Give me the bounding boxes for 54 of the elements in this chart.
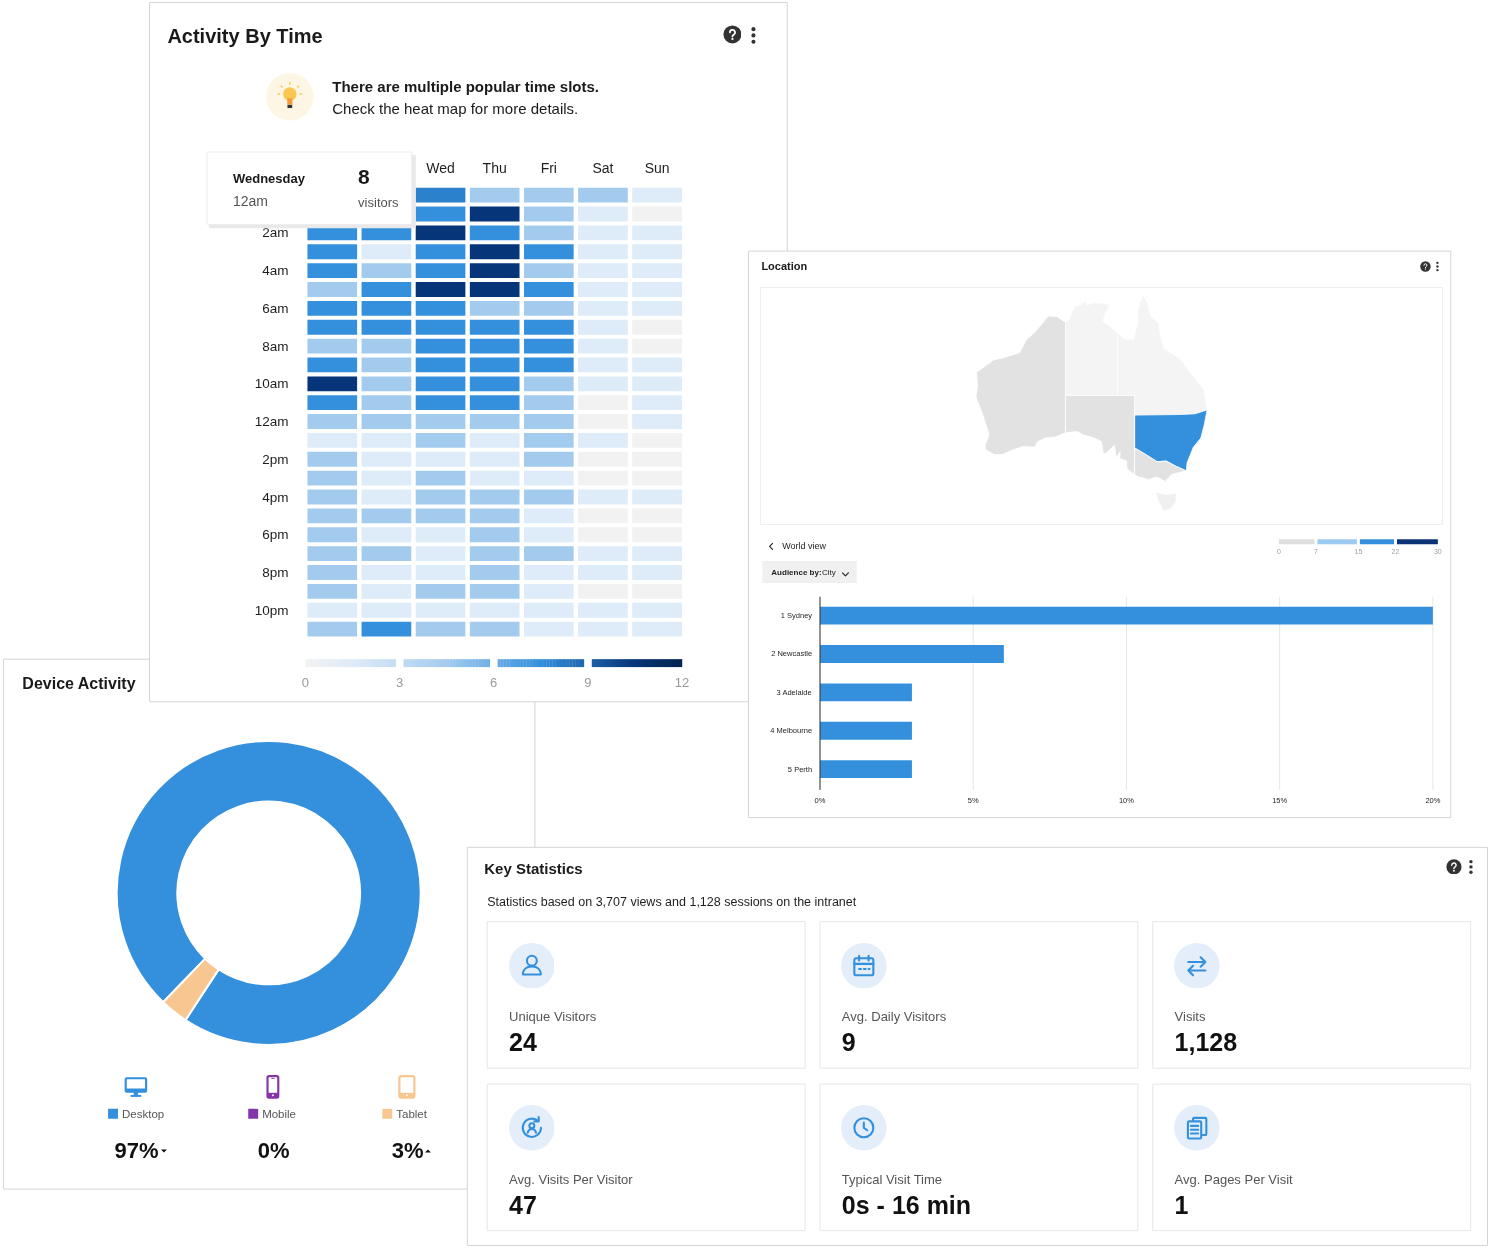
- text: Statistics based on 3,707 views and 1,128 sessions on the intranet: [487, 894, 857, 909]
- color-bar-label: 6: [490, 675, 498, 691]
- category-label: Unique Visitors: [509, 1009, 597, 1025]
- bar: [820, 606, 1433, 625]
- category-label: Avg. Pages Per Visit: [1174, 1171, 1294, 1187]
- chart-title: Activity By Time: [167, 25, 323, 48]
- x-tick-label: Sun: [644, 159, 670, 176]
- legend-label: Tablet: [396, 1107, 428, 1120]
- y-tick-label: 2am: [262, 225, 289, 241]
- category-label: Avg. Daily Visitors: [841, 1009, 947, 1025]
- text: 1: [1174, 1190, 1189, 1219]
- x-tick-label: Fri: [540, 159, 557, 176]
- y-tick-label: 10am: [254, 376, 289, 392]
- text: 0s - 16 min: [841, 1190, 972, 1219]
- y-tick-label: 8am: [262, 338, 289, 354]
- chart-title: Device Activity: [22, 675, 136, 693]
- data-label: 97%: [114, 1137, 159, 1163]
- category-label: Avg. Visits Per Visitor: [509, 1171, 634, 1187]
- y-tick-label: 12am: [254, 414, 289, 430]
- bar: [820, 760, 912, 779]
- data-label: 3%: [391, 1137, 424, 1163]
- text: Key Statistics: [484, 859, 583, 877]
- chart-title: Location: [761, 259, 808, 272]
- y-tick-label: 6am: [262, 300, 289, 316]
- bar: [820, 683, 912, 702]
- color-bar-label: 3: [395, 675, 404, 691]
- color-bar-label: 9: [584, 675, 592, 691]
- text: 47: [509, 1190, 537, 1219]
- y-tick-label: 4am: [262, 263, 289, 279]
- text: Wednesday 12am 8 visitors: [232, 164, 399, 211]
- bar: [820, 721, 912, 740]
- legend-label: Desktop: [121, 1107, 165, 1120]
- color-bar-label: 0: [301, 675, 310, 691]
- y-tick-label: 4pm: [262, 489, 289, 505]
- category-label: Visits: [1174, 1009, 1206, 1025]
- legend-label: Mobile: [262, 1107, 297, 1120]
- x-tick-label: Thu: [482, 159, 507, 176]
- category-label: Typical Visit Time: [841, 1171, 943, 1187]
- chart-subtitle: There are multiple popular time slots. Check the heat map for more details.: [332, 78, 600, 117]
- text: City: [821, 567, 836, 577]
- text: World view: [782, 541, 827, 552]
- x-tick-label: Wed: [426, 159, 455, 176]
- y-tick-label: 2pm: [262, 451, 289, 467]
- x-tick-label: Sat: [592, 159, 614, 176]
- color-bar-label: 12: [674, 675, 690, 691]
- text: 0%: [257, 1137, 290, 1163]
- text: Audience by:: [771, 567, 822, 577]
- text: 1,128: [1174, 1028, 1238, 1057]
- text: 24: [509, 1028, 537, 1057]
- text: 9: [841, 1028, 856, 1057]
- bar: [820, 645, 1004, 663]
- y-tick-label: 10pm: [254, 602, 289, 618]
- y-tick-label: 8pm: [262, 565, 289, 580]
- y-tick-label: 6pm: [262, 527, 289, 543]
